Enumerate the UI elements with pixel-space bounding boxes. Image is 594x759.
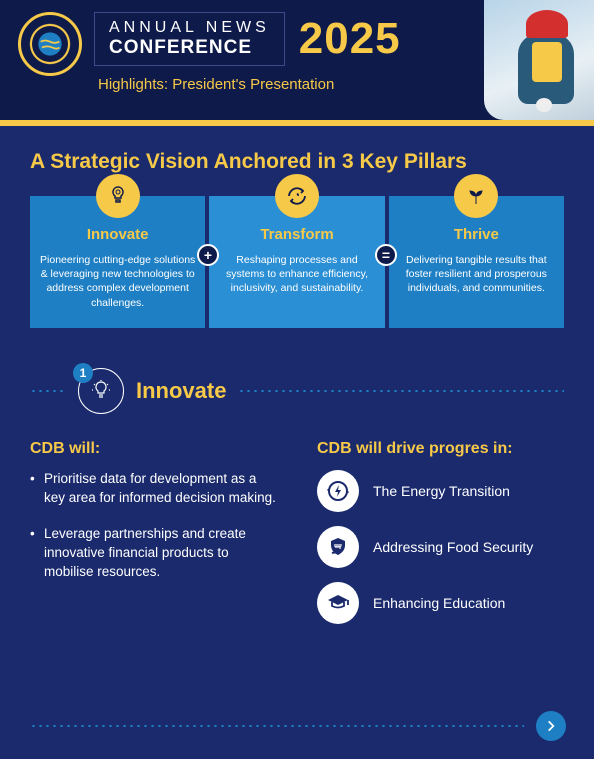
next-page-button[interactable]: [536, 711, 566, 741]
innovate-title: Innovate: [136, 378, 226, 404]
header: ANNUAL NEWS CONFERENCE 2025 Highlights: …: [0, 0, 594, 120]
columns: CDB will: Prioritise data for developmen…: [30, 440, 564, 638]
right-column: CDB will drive progres in: The Energy Tr…: [317, 440, 564, 638]
left-column: CDB will: Prioritise data for developmen…: [30, 440, 277, 638]
arrow-right-icon: [544, 719, 558, 733]
footer-dots: [30, 725, 524, 727]
title-line2: CONFERENCE: [109, 37, 270, 59]
progress-item-energy: The Energy Transition: [317, 470, 564, 512]
pillar-innovate: Innovate Pioneering cutting-edge solutio…: [30, 196, 205, 328]
bullet-item: Prioritise data for development as a key…: [44, 470, 277, 508]
innovate-header: 1 Innovate: [30, 368, 564, 414]
progress-item-food: Addressing Food Security: [317, 526, 564, 568]
bullet-item: Leverage partnerships and create innovat…: [44, 525, 277, 582]
pillars-row: Innovate Pioneering cutting-edge solutio…: [30, 196, 564, 328]
title-line1: ANNUAL NEWS: [109, 19, 270, 37]
main-content: A Strategic Vision Anchored in 3 Key Pil…: [0, 126, 594, 662]
section-title: A Strategic Vision Anchored in 3 Key Pil…: [30, 150, 564, 174]
pillar-desc: Reshaping processes and systems to enhan…: [219, 253, 374, 296]
equals-operator: =: [375, 244, 397, 266]
pillar-desc: Pioneering cutting-edge solutions & leve…: [40, 253, 195, 310]
sprout-icon: [454, 174, 498, 218]
pillar-title: Transform: [219, 226, 374, 243]
progress-label: Addressing Food Security: [373, 538, 533, 556]
plus-operator: +: [197, 244, 219, 266]
pillar-title: Thrive: [399, 226, 554, 243]
numbered-icon: 1: [78, 368, 124, 414]
food-security-icon: [317, 526, 359, 568]
pillar-title: Innovate: [40, 226, 195, 243]
dots-decoration: [238, 390, 564, 392]
col-head: CDB will drive progres in:: [317, 440, 564, 458]
year: 2025: [299, 14, 401, 64]
pillar-thrive: Thrive Delivering tangible results that …: [389, 196, 564, 328]
lightbulb-gear-icon: [96, 174, 140, 218]
cycle-leaf-icon: [275, 174, 319, 218]
lightbulb-icon: [89, 379, 113, 403]
number-badge: 1: [73, 363, 93, 383]
energy-icon: [317, 470, 359, 512]
globe-icon: [36, 30, 64, 58]
title-box: ANNUAL NEWS CONFERENCE: [94, 12, 285, 66]
pillar-desc: Delivering tangible results that foster …: [399, 253, 554, 296]
progress-label: The Energy Transition: [373, 482, 510, 500]
progress-label: Enhancing Education: [373, 594, 505, 612]
cdb-logo: [18, 12, 82, 76]
education-icon: [317, 582, 359, 624]
worker-photo: [484, 0, 594, 120]
dots-decoration: [30, 390, 66, 392]
pillar-transform: Transform Reshaping processes and system…: [209, 196, 384, 328]
progress-item-education: Enhancing Education: [317, 582, 564, 624]
col-head: CDB will:: [30, 440, 277, 458]
